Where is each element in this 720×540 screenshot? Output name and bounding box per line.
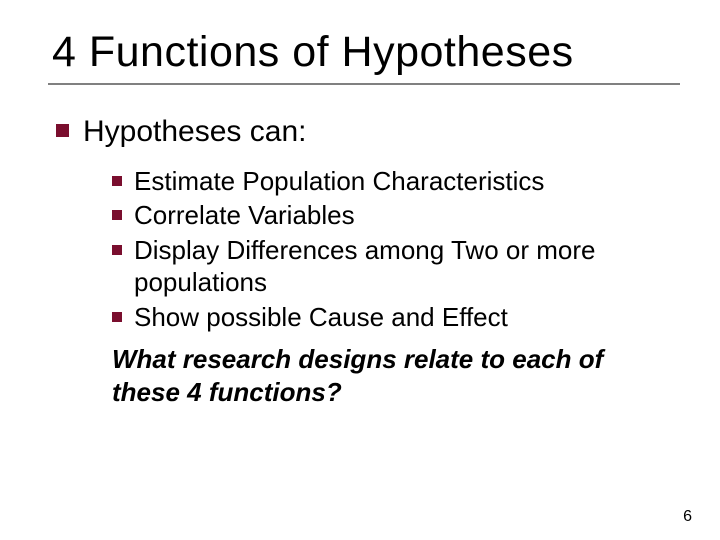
square-bullet-icon (112, 176, 122, 186)
square-bullet-icon (112, 210, 122, 220)
slide: 4 Functions of Hypotheses Hypotheses can… (0, 0, 720, 540)
square-bullet-icon (112, 312, 122, 322)
bullet-lvl2: Estimate Population Characteristics (112, 165, 680, 198)
title-rule (48, 83, 680, 85)
page-number: 6 (683, 508, 692, 526)
lvl2-text: Estimate Population Characteristics (134, 165, 544, 198)
square-bullet-icon (56, 124, 69, 137)
lvl2-text: Display Differences among Two or more po… (134, 234, 680, 299)
bullet-lvl2: Show possible Cause and Effect (112, 301, 680, 334)
lvl2-list: Estimate Population Characteristics Corr… (112, 165, 680, 334)
lvl2-text: Show possible Cause and Effect (134, 301, 508, 334)
question-text: What research designs relate to each of … (112, 343, 652, 408)
lvl1-text: Hypotheses can: (83, 113, 306, 151)
square-bullet-icon (112, 245, 122, 255)
bullet-lvl2: Correlate Variables (112, 199, 680, 232)
bullet-lvl1: Hypotheses can: (56, 113, 680, 151)
lvl2-text: Correlate Variables (134, 199, 355, 232)
slide-title: 4 Functions of Hypotheses (48, 28, 680, 77)
bullet-lvl2: Display Differences among Two or more po… (112, 234, 680, 299)
